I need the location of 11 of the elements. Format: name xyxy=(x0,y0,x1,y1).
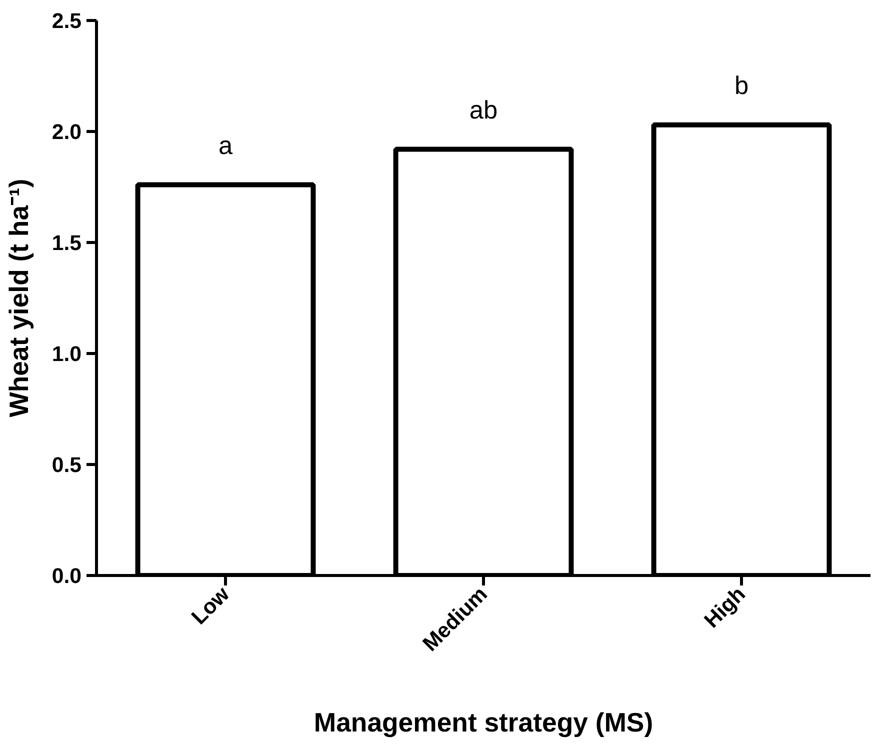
y-tick-label: 1.0 xyxy=(52,342,82,366)
y-tick-label: 0.0 xyxy=(52,564,82,588)
annotation: ab xyxy=(469,96,498,124)
y-axis-title: Wheat yield (t ha⁻¹) xyxy=(4,178,34,418)
annotation: a xyxy=(218,132,234,160)
y-tick-label: 2.5 xyxy=(52,9,82,33)
annotation: b xyxy=(734,72,749,100)
y-tick-label: 0.5 xyxy=(52,453,82,477)
x-axis-title: Management strategy (MS) xyxy=(314,707,654,738)
y-tick-label: 2.0 xyxy=(52,120,82,144)
y-tick-label: 1.5 xyxy=(52,231,82,255)
